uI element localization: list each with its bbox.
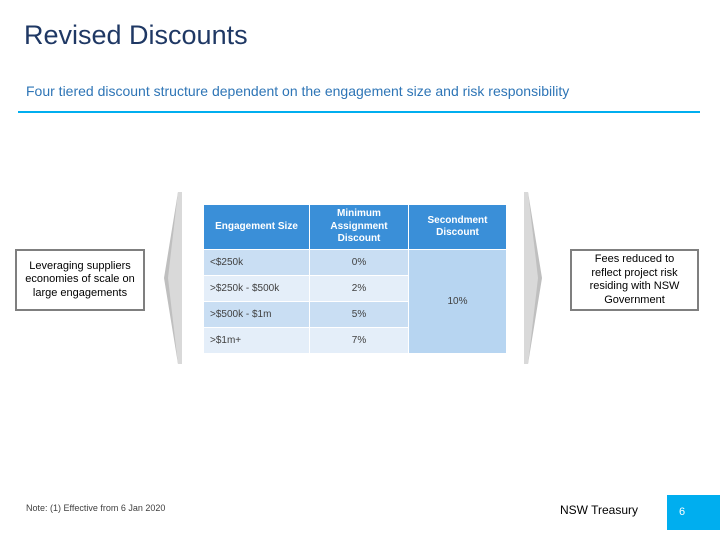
header-secondment-discount: Secondment Discount xyxy=(408,204,507,250)
page-title: Revised Discounts xyxy=(24,20,248,50)
discount-table: Engagement Size Minimum Assignment Disco… xyxy=(203,204,507,354)
organization-name: NSW Treasury xyxy=(560,503,639,517)
secondment-discount-cell: 10% xyxy=(408,249,507,354)
right-note-text: Fees reduced to reflect project risk res… xyxy=(589,253,680,306)
header-minimum-assignment-discount: Minimum Assignment Discount xyxy=(309,204,409,250)
page-subtitle: Four tiered discount structure dependent… xyxy=(26,83,570,99)
engagement-size-cell: >$250k - $500k xyxy=(203,275,310,302)
divider xyxy=(18,111,700,113)
right-note-box: Fees reduced to reflect project risk res… xyxy=(570,249,699,311)
table-header-row: Engagement Size Minimum Assignment Disco… xyxy=(203,204,507,250)
engagement-size-cell: >$500k - $1m xyxy=(203,301,310,328)
assignment-discount-cell: 7% xyxy=(309,327,409,354)
left-note-box: Leveraging suppliers economies of scale … xyxy=(15,249,145,311)
assignment-discount-cell: 5% xyxy=(309,301,409,328)
right-chevron-icon xyxy=(524,192,542,364)
page-number-badge: 6 xyxy=(667,495,720,530)
assignment-discount-cell: 0% xyxy=(309,249,409,276)
header-engagement-size: Engagement Size xyxy=(203,204,310,250)
left-chevron-icon xyxy=(164,192,182,364)
engagement-size-cell: >$1m+ xyxy=(203,327,310,354)
table-row: >$1m+ 7% xyxy=(203,327,507,354)
page-number: 6 xyxy=(679,506,686,518)
assignment-discount-cell: 2% xyxy=(309,275,409,302)
left-note-text: Leveraging suppliers economies of scale … xyxy=(25,259,135,299)
table-row: <$250k 0% 10% xyxy=(203,249,507,354)
footnote: Note: (1) Effective from 6 Jan 2020 xyxy=(26,503,166,513)
engagement-size-cell: <$250k xyxy=(203,249,310,276)
